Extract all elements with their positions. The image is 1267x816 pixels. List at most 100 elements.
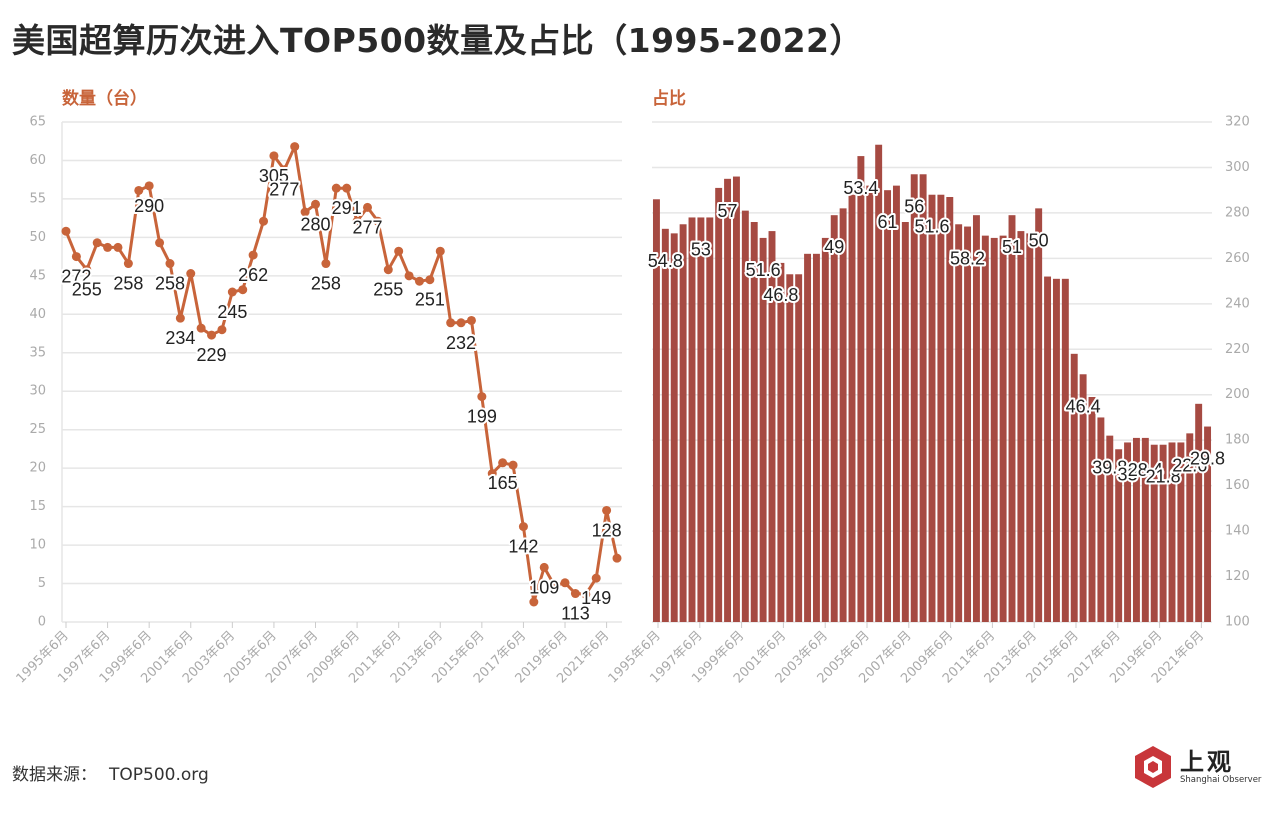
data-label: 255: [373, 280, 403, 300]
y-tick-label: 55: [29, 191, 46, 206]
share-bar: [830, 215, 838, 622]
chart-title: 美国超算历次进入TOP500数量及占比（1995-2022）: [12, 21, 864, 60]
share-bar: [1159, 444, 1167, 622]
share-bar: [1141, 437, 1149, 622]
data-point: [550, 581, 560, 591]
y-tick-label: 220: [1225, 342, 1250, 357]
share-bar: [777, 262, 785, 622]
data-point: [227, 287, 237, 297]
share-bar: [1204, 426, 1212, 622]
data-point: [466, 315, 476, 325]
data-label: 28.4: [1128, 460, 1163, 480]
data-point: [581, 589, 591, 599]
right-axis-title: 占比: [652, 89, 686, 109]
share-bar: [857, 156, 865, 622]
y-tick-label: 25: [29, 422, 46, 437]
data-point: [279, 165, 289, 175]
data-label: 21.8: [1146, 467, 1181, 487]
data-label: 29.8: [1190, 449, 1225, 469]
share-bar: [1088, 397, 1096, 622]
share-bar: [999, 235, 1007, 623]
data-label: 57: [718, 201, 738, 221]
source-note: 数据来源： TOP500.org: [12, 760, 209, 785]
data-point: [570, 589, 580, 599]
y-tick-label: 320: [1225, 115, 1250, 130]
share-bar: [1017, 231, 1025, 622]
data-point: [591, 573, 601, 583]
data-point: [165, 259, 175, 269]
share-bar: [955, 224, 963, 623]
share-bar: [786, 274, 794, 622]
data-label: 277: [352, 217, 382, 237]
share-bar: [1168, 442, 1176, 622]
data-label: 258: [113, 274, 143, 294]
y-tick-label: 120: [1225, 569, 1250, 584]
share-bar: [1132, 437, 1140, 622]
data-point: [477, 392, 487, 402]
data-point: [61, 226, 71, 236]
y-tick-label: 65: [29, 115, 46, 130]
data-point: [373, 216, 383, 226]
share-bar: [1052, 278, 1060, 622]
y-tick-label: 30: [29, 384, 46, 399]
data-label: 33: [1118, 464, 1138, 484]
data-point: [498, 458, 508, 468]
y-tick-label: 300: [1225, 160, 1250, 175]
y-tick-label: 100: [1225, 615, 1250, 630]
data-point: [144, 181, 154, 191]
share-bar: [901, 222, 909, 622]
data-point: [113, 242, 123, 252]
data-label: 56: [904, 196, 924, 216]
data-point: [414, 276, 424, 286]
logo-text-cn: 上观: [1180, 748, 1234, 776]
count-series-line: [64, 145, 619, 604]
share-bar: [981, 235, 989, 623]
data-point: [602, 505, 612, 515]
share-bar: [688, 217, 696, 623]
data-point: [248, 250, 258, 260]
share-bar: [812, 253, 820, 622]
data-label: 50: [1029, 230, 1049, 250]
data-label: 54.8: [648, 251, 683, 271]
share-bar: [875, 144, 883, 622]
share-bar: [1097, 417, 1105, 622]
data-label: 142: [508, 537, 538, 557]
data-point: [321, 259, 331, 269]
data-point: [155, 238, 165, 248]
source-label: 数据来源：: [12, 765, 97, 785]
data-label: 251: [415, 290, 445, 310]
share-bar: [741, 210, 749, 623]
data-label: 46.8: [763, 285, 798, 305]
share-bar: [768, 231, 776, 622]
share-bar: [928, 194, 936, 622]
logo-mark-icon: [1135, 746, 1171, 788]
data-point: [175, 313, 185, 323]
data-point: [196, 323, 206, 333]
data-point: [508, 460, 518, 470]
y-tick-label: 160: [1225, 478, 1250, 493]
shanghai-observer-logo: 上观 Shanghai Observer: [1130, 744, 1261, 790]
data-label: 255: [72, 280, 102, 300]
share-bar: [990, 237, 998, 622]
share-bar: [732, 176, 740, 622]
count-line-chart: 051015202530354045505560651995年6月1997年6月…: [14, 115, 624, 687]
share-bar: [679, 224, 687, 623]
share-bar: [661, 228, 669, 622]
data-point: [456, 318, 466, 328]
data-point: [217, 325, 227, 335]
data-point: [529, 597, 539, 607]
y-tick-label: 140: [1225, 524, 1250, 539]
share-bar: [1195, 403, 1203, 622]
y-tick-label: 240: [1225, 296, 1250, 311]
share-bar: [884, 190, 892, 622]
share-bar: [1124, 442, 1132, 622]
data-label: 51: [1002, 237, 1022, 257]
y-tick-label: 260: [1225, 251, 1250, 266]
data-label: 258: [155, 274, 185, 294]
data-label: 53: [691, 239, 711, 259]
data-label: 22.6: [1172, 455, 1207, 475]
data-label: 51.6: [746, 260, 781, 280]
share-bar: [1044, 276, 1052, 622]
share-bar: [1008, 215, 1016, 622]
